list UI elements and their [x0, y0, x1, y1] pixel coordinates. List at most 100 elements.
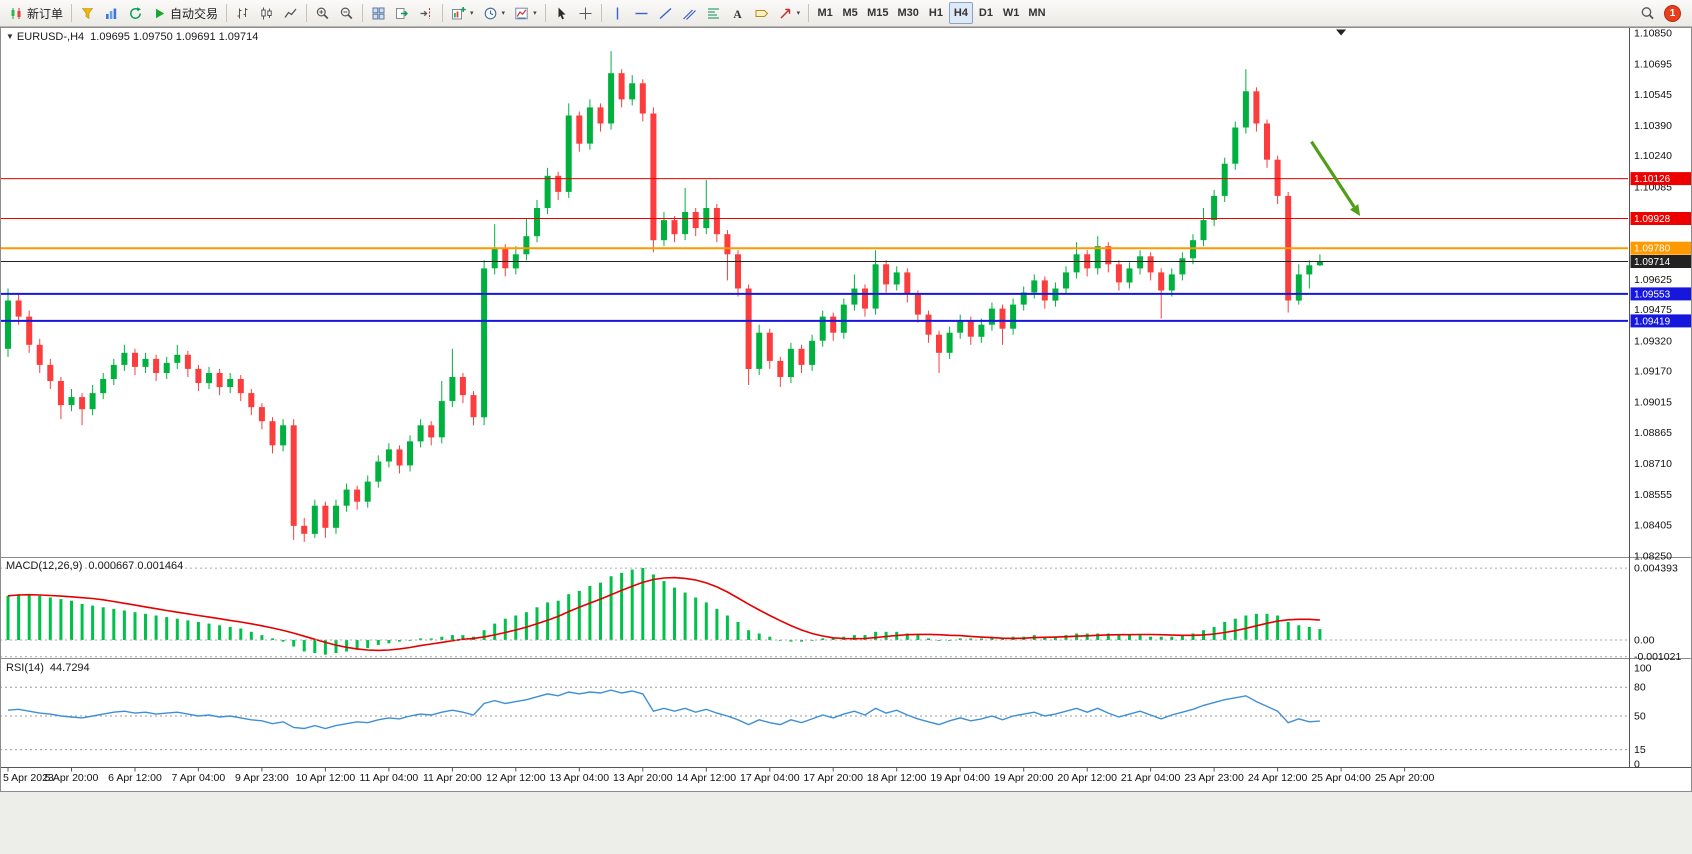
chart-canvas[interactable]: 1.108501.106951.105451.103901.102401.100… [0, 27, 1692, 854]
svg-text:0.004393: 0.004393 [1634, 563, 1678, 575]
toolbar-separator [306, 4, 308, 22]
auto-trading-button[interactable]: 自动交易 [148, 2, 222, 24]
refresh-button[interactable] [124, 2, 147, 24]
toolbar-separator [544, 4, 546, 22]
rsi-line [7, 689, 1320, 730]
chevron-down-icon: ▾ [501, 10, 506, 17]
bar-chart-button[interactable] [231, 2, 254, 24]
svg-text:17 Apr 04:00: 17 Apr 04:00 [740, 772, 800, 784]
arrows-tool-button[interactable]: ▾ [774, 2, 805, 24]
ohlc-bars-icon [237, 7, 248, 18]
workspace-strip [0, 792, 1692, 854]
svg-text:1.10850: 1.10850 [1634, 28, 1672, 40]
svg-text:1.10240: 1.10240 [1634, 150, 1672, 162]
fibonacci-icon [707, 8, 719, 18]
svg-text:1.08555: 1.08555 [1634, 489, 1672, 501]
trendline-icon [659, 7, 672, 19]
tile-windows-button[interactable] [367, 2, 390, 24]
price-badge-1.09553: 1.09553 [1630, 287, 1692, 301]
svg-text:14 Apr 12:00: 14 Apr 12:00 [677, 772, 737, 784]
periods-button[interactable]: ▾ [479, 2, 510, 24]
svg-text:1.09320: 1.09320 [1634, 335, 1672, 347]
market-profile-button[interactable] [100, 2, 123, 24]
crosshair-button[interactable] [574, 2, 597, 24]
chart-shift-marker[interactable] [1336, 29, 1347, 36]
new-chart-button[interactable]: ▾ [447, 2, 478, 24]
price-badge-1.09419: 1.09419 [1630, 314, 1692, 328]
fibonacci-button[interactable] [702, 2, 725, 24]
svg-text:1.09553: 1.09553 [1634, 289, 1671, 300]
svg-text:11 Apr 04:00: 11 Apr 04:00 [360, 772, 419, 784]
svg-text:5 Apr 2023: 5 Apr 2023 [3, 772, 54, 784]
svg-text:17 Apr 20:00: 17 Apr 20:00 [803, 772, 863, 784]
notification-badge[interactable]: 1 [1664, 4, 1681, 22]
indicator-list-button[interactable] [76, 2, 99, 24]
svg-text:1.09714: 1.09714 [1634, 257, 1671, 268]
chart-shift-button[interactable] [415, 2, 438, 24]
svg-text:1.10695: 1.10695 [1634, 59, 1672, 71]
cursor-icon [558, 7, 566, 19]
svg-text:0.00: 0.00 [1634, 635, 1655, 647]
svg-text:11 Apr 20:00: 11 Apr 20:00 [423, 772, 482, 784]
timeframe-m30-button[interactable]: M30 [894, 2, 923, 24]
svg-text:10 Apr 12:00: 10 Apr 12:00 [296, 772, 356, 784]
timeframe-d1-button[interactable]: D1 [974, 2, 998, 24]
timeframe-m15-button[interactable]: M15 [863, 2, 892, 24]
svg-text:13 Apr 04:00: 13 Apr 04:00 [550, 772, 610, 784]
svg-text:20 Apr 12:00: 20 Apr 12:00 [1057, 772, 1117, 784]
cursor-button[interactable] [550, 2, 573, 24]
text-label-button[interactable] [750, 2, 773, 24]
price-badge-1.09928: 1.09928 [1630, 212, 1692, 225]
svg-text:80: 80 [1634, 682, 1646, 694]
play-icon [156, 8, 165, 18]
svg-text:1.09015: 1.09015 [1634, 397, 1672, 409]
chevron-down-icon: ▾ [796, 10, 801, 17]
crosshair-icon [579, 7, 592, 19]
channel-button[interactable] [678, 2, 701, 24]
svg-text:-0.001021: -0.001021 [1634, 651, 1681, 663]
horizontal-line-button[interactable] [630, 2, 653, 24]
svg-text:1.10390: 1.10390 [1634, 120, 1672, 132]
timeframe-w1-button[interactable]: W1 [999, 2, 1024, 24]
toolbar-separator [71, 4, 73, 22]
trend-arrow-object[interactable] [1310, 140, 1361, 217]
svg-text:1.08405: 1.08405 [1634, 519, 1672, 531]
toolbar-separator [226, 4, 228, 22]
svg-text:0: 0 [1634, 759, 1640, 771]
vertical-line-button[interactable] [606, 2, 629, 24]
svg-text:50: 50 [1634, 711, 1646, 723]
zoom-out-button[interactable] [335, 2, 358, 24]
search-button[interactable] [1636, 2, 1659, 24]
svg-text:19 Apr 04:00: 19 Apr 04:00 [930, 772, 990, 784]
text-icon: A [733, 8, 742, 20]
svg-text:1.08710: 1.08710 [1634, 458, 1672, 470]
chart-window[interactable]: 1.10850 1.10695 1.10545 1.10390 1.10240 1.100… [0, 27, 1692, 854]
auto-scroll-button[interactable] [391, 2, 414, 24]
zoom-in-button[interactable] [311, 2, 334, 24]
new-order-label: 新订单 [27, 6, 64, 21]
chart-shift-icon [420, 7, 431, 19]
template-icon [515, 7, 528, 19]
svg-text:25 Apr 20:00: 25 Apr 20:00 [1375, 772, 1435, 784]
candlestick-chart-button[interactable] [255, 2, 278, 24]
text-tool-button[interactable]: A [726, 2, 749, 24]
line-chart-icon [284, 8, 297, 18]
timeframe-m5-button[interactable]: M5 [838, 2, 862, 24]
timeframe-h1-button[interactable]: H1 [924, 2, 948, 24]
toolbar-separator [808, 4, 810, 22]
timeframe-m1-button[interactable]: M1 [813, 2, 837, 24]
svg-text:23 Apr 23:00: 23 Apr 23:00 [1184, 772, 1244, 784]
svg-text:1.10126: 1.10126 [1634, 174, 1671, 185]
svg-text:21 Apr 04:00: 21 Apr 04:00 [1121, 772, 1181, 784]
svg-text:9 Apr 23:00: 9 Apr 23:00 [235, 772, 289, 784]
price-badge-1.09780: 1.09780 [1630, 241, 1692, 255]
line-chart-button[interactable] [279, 2, 302, 24]
trendline-button[interactable] [654, 2, 677, 24]
timeframe-h4-button[interactable]: H4 [948, 2, 973, 24]
templates-button[interactable]: ▾ [510, 2, 541, 24]
timeframe-mn-button[interactable]: MN [1024, 2, 1049, 24]
svg-text:24 Apr 12:00: 24 Apr 12:00 [1248, 772, 1308, 784]
bar-profile-icon [106, 8, 117, 19]
new-order-button[interactable]: 新订单 [5, 2, 67, 24]
